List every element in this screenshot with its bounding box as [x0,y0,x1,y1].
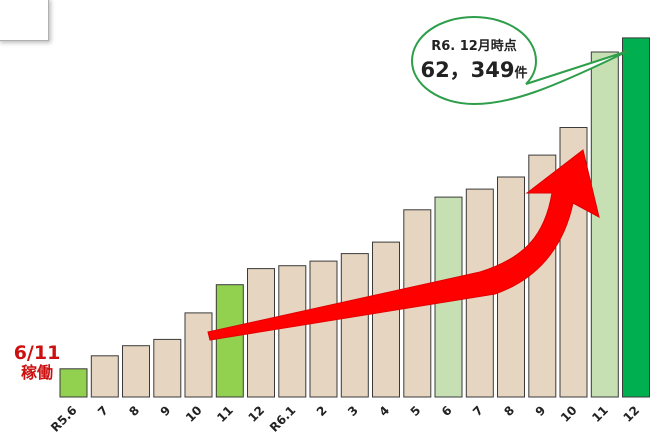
callout-unit: 件 [514,66,528,81]
x-tick-label-0: R5.6 [48,403,79,434]
bar-10 [372,241,400,398]
callout-period: R6. 12月時点 [431,39,517,54]
bar-5 [215,284,244,398]
launch-annotation: 6/11 稼働 [6,343,68,383]
bar-18 [622,37,650,398]
callout-value: 62，349 [420,58,515,82]
bar-17 [590,51,619,398]
x-tick-label-5: 11 [214,403,236,425]
bar-4 [184,312,213,398]
callout-value-row: 62，349件 [412,54,536,84]
x-tick-label-3: 9 [158,403,174,419]
x-tick-label-2: 8 [126,403,142,419]
x-tick-label-4: 10 [183,403,205,425]
bar-8 [309,260,338,398]
x-tick-label-16: 10 [558,403,580,425]
bar-3 [153,338,182,398]
x-tick-label-11: 5 [408,403,424,419]
launch-caption: 稼働 [20,363,53,382]
bar-9 [340,253,369,398]
bar-7 [278,265,307,398]
x-tick-label-10: 4 [376,403,392,419]
bar-1 [90,355,119,398]
x-tick-labels: R5.6 7 8 9 10 11 12 R6.1 2 3 4 5 6 7 8 9 10 11 12 [48,403,642,434]
x-tick-label-13: 7 [470,403,486,419]
x-tick-label-8: 2 [314,403,330,419]
x-tick-label-18: 12 [620,403,642,425]
launch-date: 6/11 [13,342,61,364]
x-tick-label-7: R6.1 [267,403,298,434]
bars-group [59,37,650,398]
callout-bubble [410,15,629,106]
corner-panel [0,0,49,41]
x-tick-label-1: 7 [95,403,111,419]
bar-0 [59,368,88,398]
growth-arrow [207,149,600,341]
x-tick-label-17: 11 [589,403,611,425]
x-tick-label-9: 3 [345,403,361,419]
x-tick-label-12: 6 [439,403,455,419]
x-tick-label-15: 9 [533,403,549,419]
x-tick-label-6: 12 [245,403,267,425]
x-tick-label-14: 8 [501,403,517,419]
callout-text: R6. 12月時点 62，349件 [412,17,536,105]
bar-2 [122,345,150,398]
